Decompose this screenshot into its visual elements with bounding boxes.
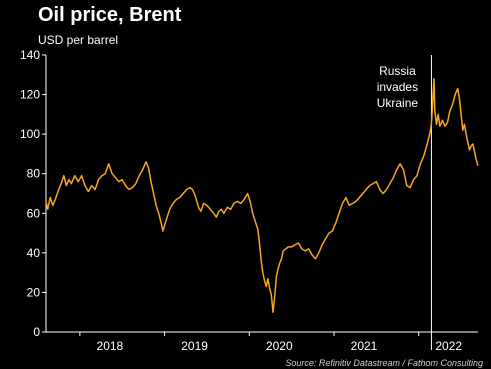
annotation-text: Russia	[379, 64, 416, 78]
x-tick-label: 2021	[351, 339, 378, 353]
source-note: Source: Refinitiv Datastream / Fathom Co…	[285, 358, 483, 368]
annotation: Russia invades Ukraine	[377, 55, 432, 350]
y-tick-label: 120	[20, 88, 40, 102]
y-tick-label: 0	[33, 325, 40, 339]
axes: 0 20 40 60 80 100 120 140 2018 2019 2020 2021 2022	[20, 48, 478, 353]
x-tick-label: 2019	[181, 339, 208, 353]
chart-subtitle: USD per barrel	[38, 33, 119, 47]
y-tick-label: 140	[20, 48, 40, 62]
x-tick-label: 2022	[435, 339, 462, 353]
x-tick-label: 2020	[266, 339, 293, 353]
y-tick-label: 100	[20, 127, 40, 141]
y-tick-label: 40	[27, 246, 41, 260]
annotation-text: invades	[377, 80, 418, 94]
x-tick-label: 2018	[97, 339, 124, 353]
chart-title: Oil price, Brent	[38, 4, 182, 26]
y-tick-label: 60	[27, 206, 41, 220]
series	[45, 77, 479, 313]
annotation-text: Ukraine	[377, 96, 419, 110]
brent-price-line	[45, 77, 479, 313]
y-tick-label: 80	[27, 167, 41, 181]
y-tick-label: 20	[27, 285, 41, 299]
